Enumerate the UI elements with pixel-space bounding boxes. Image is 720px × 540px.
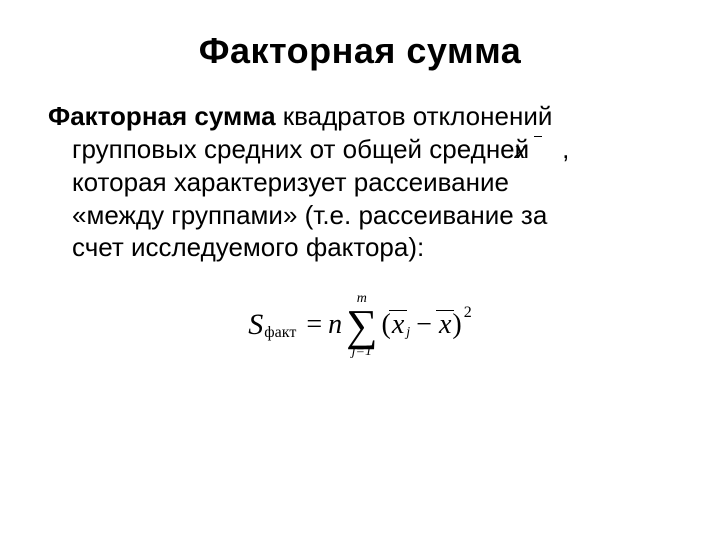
- line2: групповых средних от общей средней: [72, 134, 529, 164]
- line1-rest: квадратов отклонений: [276, 101, 553, 131]
- sigma-symbol: ∑: [346, 308, 377, 343]
- squared-exponent: 2: [464, 304, 472, 322]
- S-subscript: факт: [264, 324, 296, 342]
- right-paren: ): [452, 309, 461, 341]
- n-symbol: n: [328, 309, 342, 341]
- equals-sign: =: [306, 309, 322, 341]
- slide: Факторная сумма Факторная сумма квадрато…: [0, 0, 720, 540]
- S-symbol: S: [248, 308, 263, 342]
- minus-sign: −: [416, 309, 432, 341]
- j-subscript: j: [406, 325, 410, 341]
- x-bar-j: x: [391, 309, 405, 341]
- left-paren: (: [381, 309, 390, 341]
- formula-container: S факт = n m ∑ j=1 ( x j − x ) 2: [48, 292, 672, 359]
- line2-tail: ,: [562, 134, 569, 164]
- x-bar: x: [438, 309, 452, 341]
- x-bar-inline: x: [536, 134, 540, 167]
- body-paragraph: Факторная сумма квадратов отклонений гру…: [48, 100, 672, 264]
- line5: счет исследуемого фактора):: [72, 232, 424, 262]
- slide-title: Факторная сумма: [48, 30, 672, 72]
- sum-lower-limit: j=1: [352, 345, 372, 359]
- formula: S факт = n m ∑ j=1 ( x j − x ) 2: [248, 292, 471, 359]
- parenthesis-group: ( x j − x ): [381, 309, 461, 341]
- lead-term: Факторная сумма: [48, 101, 276, 131]
- summation: m ∑ j=1: [346, 292, 377, 359]
- line3: которая характеризует рассеивание: [72, 167, 509, 197]
- line4: «между группами» (т.е. рассеивание за: [72, 200, 547, 230]
